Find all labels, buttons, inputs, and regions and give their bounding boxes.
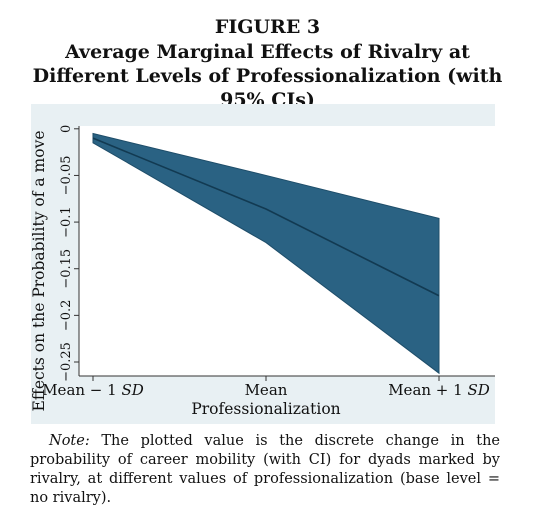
figure-label: FIGURE 3 <box>214 16 321 38</box>
y-axis-label: Effects on the Probability of a move <box>31 130 48 411</box>
y-tick-label: −0.05 <box>59 156 74 196</box>
x-tick-label: Mean <box>245 381 288 399</box>
x-tick-label: Mean − 1 SD <box>42 381 144 399</box>
y-tick-label: 0 <box>59 125 74 133</box>
note-lead: Note: <box>49 433 90 449</box>
estimate-line <box>92 137 440 297</box>
chart: 0 −0.05 −0.1 −0.15 −0.2 −0.25 Mean − 1 SD Mean M… <box>30 104 495 424</box>
note-text: The plotted value is the discrete change… <box>30 433 500 506</box>
figure-title: Average Marginal Effects of Rivalry at D… <box>32 41 503 111</box>
x-tick-label: Mean + 1 SD <box>388 381 490 399</box>
y-tick-label: −0.1 <box>59 206 74 238</box>
y-tick-label: −0.15 <box>59 249 74 289</box>
x-axis-label: Professionalization <box>191 400 340 418</box>
figure-note: Note: The plotted value is the discrete … <box>30 432 500 508</box>
ci-band <box>92 132 440 375</box>
y-tick-label: −0.2 <box>59 300 74 332</box>
y-tick-label: −0.25 <box>59 342 74 382</box>
